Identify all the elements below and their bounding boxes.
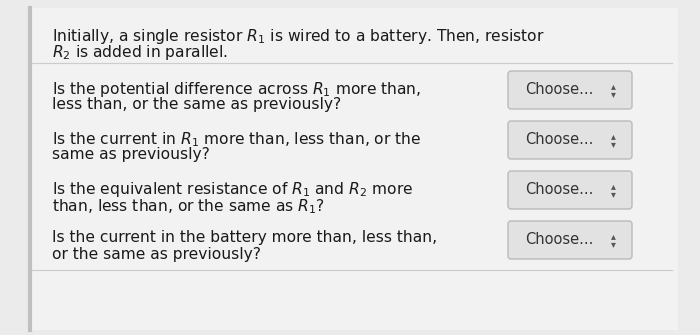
Text: Is the current in $\mathit{R}_1$ more than, less than, or the: Is the current in $\mathit{R}_1$ more th… [52, 130, 421, 149]
Text: Choose...: Choose... [525, 133, 594, 147]
FancyBboxPatch shape [508, 121, 632, 159]
Text: or the same as previously?: or the same as previously? [52, 247, 261, 262]
Text: than, less than, or the same as $\mathit{R}_1$?: than, less than, or the same as $\mathit… [52, 197, 325, 216]
Text: Choose...: Choose... [525, 232, 594, 248]
Text: Choose...: Choose... [525, 82, 594, 97]
Text: Is the equivalent resistance of $\mathit{R}_1$ and $\mathit{R}_2$ more: Is the equivalent resistance of $\mathit… [52, 180, 413, 199]
Text: ▴
▾: ▴ ▾ [610, 231, 615, 249]
Text: Initially, a single resistor $\mathit{R}_1$ is wired to a battery. Then, resisto: Initially, a single resistor $\mathit{R}… [52, 27, 545, 46]
Text: Is the current in the battery more than, less than,: Is the current in the battery more than,… [52, 230, 437, 245]
Text: ▴
▾: ▴ ▾ [610, 81, 615, 99]
Text: ▴
▾: ▴ ▾ [610, 131, 615, 149]
Text: Is the potential difference across $\mathit{R}_1$ more than,: Is the potential difference across $\mat… [52, 80, 421, 99]
FancyBboxPatch shape [508, 71, 632, 109]
FancyBboxPatch shape [30, 8, 678, 330]
Text: ▴
▾: ▴ ▾ [610, 181, 615, 199]
FancyBboxPatch shape [508, 171, 632, 209]
Text: Choose...: Choose... [525, 183, 594, 198]
FancyBboxPatch shape [508, 221, 632, 259]
Text: less than, or the same as previously?: less than, or the same as previously? [52, 97, 342, 112]
Text: $\mathit{R}_2$ is added in parallel.: $\mathit{R}_2$ is added in parallel. [52, 43, 228, 62]
Text: same as previously?: same as previously? [52, 147, 210, 162]
